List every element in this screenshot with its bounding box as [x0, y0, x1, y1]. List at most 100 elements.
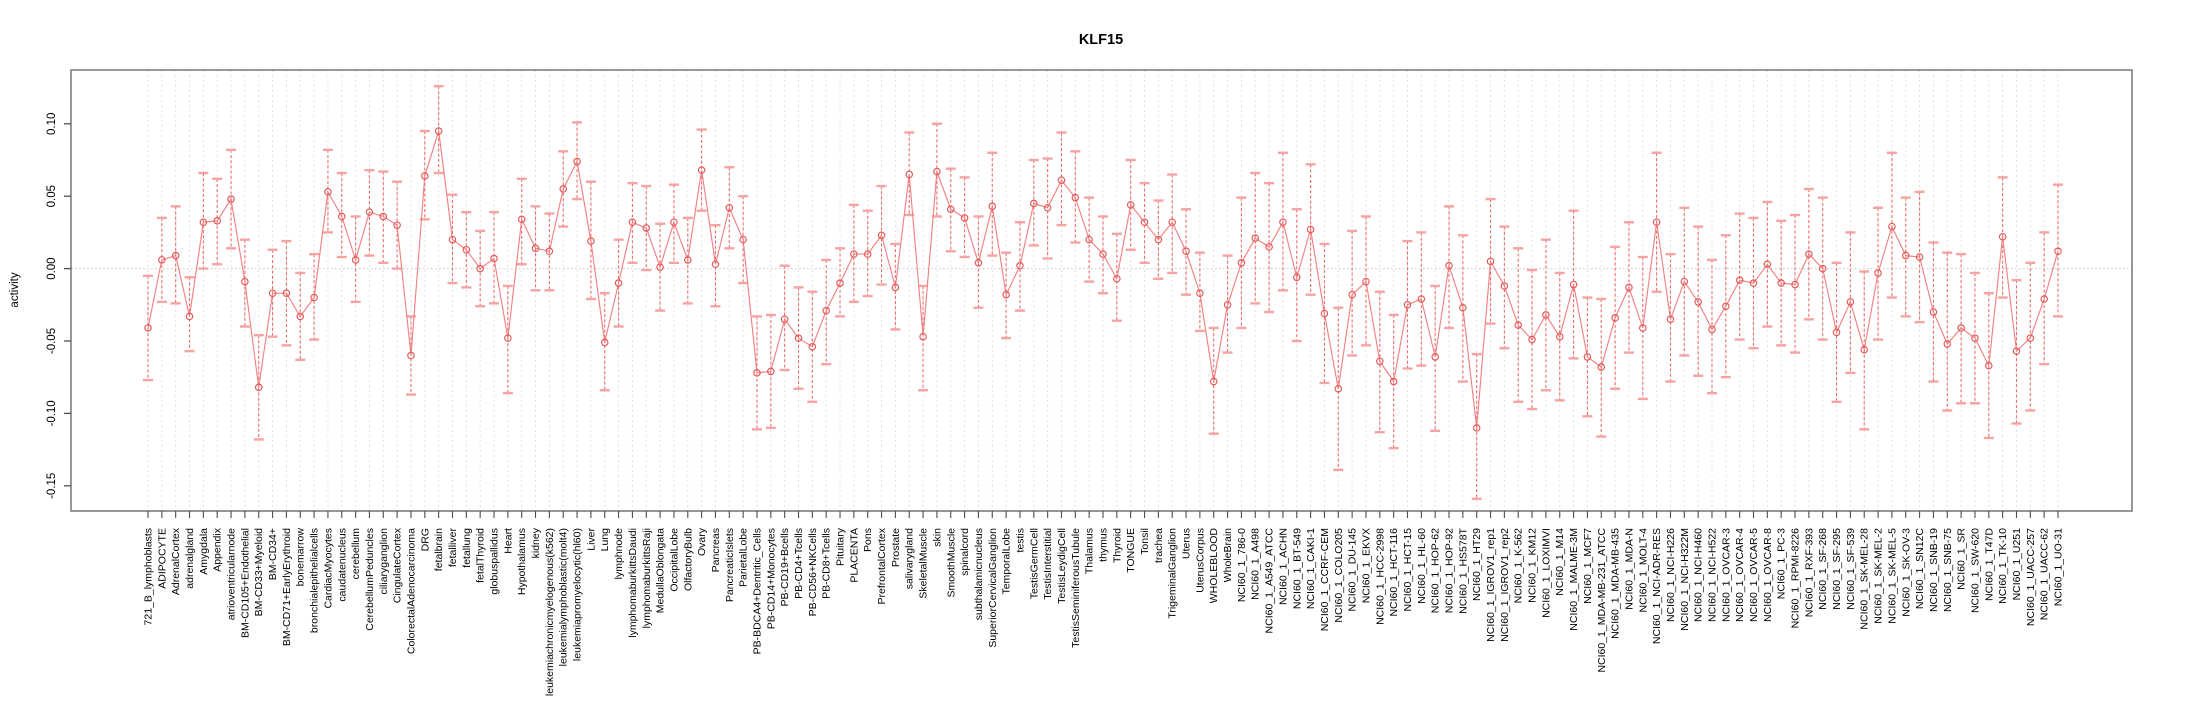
data-point — [822, 306, 830, 315]
data-point — [531, 244, 540, 253]
x-tick-label: leukemialymphoblastic(molt4) — [558, 528, 570, 666]
x-tick-label: NCI60_1_MALME-3M — [1568, 528, 1580, 631]
data-point — [697, 166, 706, 174]
x-tick-label: NCI60_1_PC-3 — [1776, 528, 1788, 599]
x-tick-label: PrefrontalCortex — [876, 527, 888, 604]
x-axis-labels: 721_B_lymphoblasts ADIPOCYTE AdrenalCortex… — [143, 527, 2065, 696]
x-tick-label: 721_B_lymphoblasts — [143, 528, 155, 625]
x-tick-label: bonemarrow — [295, 528, 307, 587]
x-tick-label: subthalamicnucleus — [973, 528, 985, 620]
y-tick-label: -0.10 — [46, 400, 58, 426]
data-point — [296, 312, 305, 321]
data-point — [1542, 311, 1550, 319]
x-tick-label: PB-CD19+Bcells — [779, 528, 791, 607]
data-point — [1611, 314, 1619, 322]
x-tick-label: PB-CD4+Tcells — [793, 528, 805, 599]
data-point — [1209, 377, 1218, 386]
x-tick-label: OlfactoryBulb — [682, 528, 694, 591]
data-point — [365, 208, 374, 216]
data-point — [434, 127, 443, 135]
y-tick-label: -0.15 — [46, 473, 58, 499]
x-tick-label: NCI60_1_OVCAR-8 — [1762, 528, 1774, 622]
data-point — [1985, 361, 1993, 370]
x-tick-label: NCI60_1_SF-295 — [1831, 528, 1843, 610]
data-point — [1666, 315, 1675, 324]
x-tick-label: Amygdala — [198, 528, 210, 575]
data-point — [351, 256, 360, 264]
data-point — [1583, 353, 1592, 361]
data-point — [421, 172, 429, 180]
x-tick-label: BM-CD71+EarlyErythroid — [281, 528, 293, 646]
x-tick-label: TestisGermCell — [1028, 528, 1040, 599]
data-point — [1085, 235, 1093, 244]
x-tick-label: lymphomaburkittsDaudi — [627, 528, 639, 638]
x-tick-label: PancreaticIslets — [724, 528, 736, 602]
y-tick-label: 0.10 — [46, 113, 58, 135]
data-point — [1749, 279, 1758, 287]
data-point — [1708, 325, 1716, 334]
data-point — [1528, 335, 1536, 344]
x-tick-label: NCI60_1_NCI-H522 — [1706, 528, 1718, 622]
y-tick-label: -0.05 — [46, 328, 58, 354]
y-tick-label: 0.05 — [46, 185, 58, 207]
x-tick-label: NCI60_1_IGROV1_rep2 — [1499, 528, 1511, 642]
x-tick-label: BM-CD34+ — [267, 528, 279, 580]
data-point — [670, 218, 678, 227]
x-tick-label: globuspallidus — [489, 528, 501, 595]
x-tick-label: thymus — [1098, 528, 1110, 562]
x-tick-label: fetalliver — [447, 528, 459, 568]
x-tick-label: NCI60_1_ACHN — [1277, 528, 1289, 605]
data-point — [573, 157, 581, 166]
data-point — [1777, 279, 1785, 287]
x-tick-label: CardiacMyocytes — [322, 528, 334, 609]
x-tick-label: PB-CD8+Tcells — [821, 528, 833, 599]
data-point — [144, 324, 152, 332]
data-point — [642, 224, 651, 232]
data-point — [1445, 261, 1453, 270]
x-tick-label: NCI60_1_HCT-116 — [1388, 528, 1400, 617]
data-point — [1417, 295, 1426, 303]
data-point — [1791, 280, 1799, 289]
data-point — [1818, 264, 1827, 273]
x-tick-label: NCI60_1_HCT-15 — [1402, 528, 1414, 612]
data-point — [1002, 290, 1010, 299]
x-tick-label: Appendix — [212, 527, 224, 572]
x-tick-label: WHOLEBLOOD — [1208, 528, 1220, 604]
data-point — [1030, 199, 1038, 208]
x-tick-label: ParietalLobe — [738, 528, 750, 587]
x-tick-label: lymphomaburkittsRaji — [641, 528, 653, 628]
data-point — [268, 289, 277, 297]
x-tick-label: leukemiapromyelocytic(hl60) — [572, 528, 584, 661]
data-point — [1915, 253, 1924, 261]
x-tick-label: NCI60_1_SR — [1956, 528, 1968, 590]
data-point — [282, 289, 291, 297]
x-tick-label: fetalThyroid — [475, 528, 487, 583]
data-point — [254, 383, 263, 392]
data-point — [587, 237, 595, 245]
data-point — [1279, 218, 1287, 227]
data-point — [767, 367, 775, 376]
data-point — [1500, 282, 1509, 290]
x-tick-label: SkeletalMuscle — [918, 528, 930, 599]
data-point — [1182, 247, 1190, 255]
x-tick-label: NCI60_1_SF-539 — [1845, 528, 1857, 610]
x-tick-label: NCI60_1_SNB-75 — [1942, 528, 1954, 612]
x-tick-label: SuperiorCervicalGanglion — [987, 528, 999, 648]
data-point — [1888, 222, 1896, 231]
x-tick-label: NCI60_1_HT29 — [1471, 528, 1483, 601]
x-tick-label: lymphnode — [613, 528, 625, 580]
x-tick-label: BM-CD105+Endothelial — [239, 528, 251, 638]
x-tick-label: fetallung — [461, 528, 473, 568]
data-point — [1901, 251, 1910, 260]
x-tick-label: SmoothMuscle — [945, 528, 957, 598]
x-tick-label: NCI60_1_MOLT-4 — [1637, 528, 1649, 613]
x-tick-label: NCI60_1_A549_ATCC — [1264, 528, 1276, 634]
x-tick-label: NCI60_1_HCC-2998 — [1374, 528, 1386, 625]
data-point — [919, 332, 927, 341]
data-point — [1431, 353, 1439, 361]
data-point — [891, 283, 900, 292]
x-tick-label: Thalamus — [1084, 528, 1096, 574]
data-point — [545, 247, 554, 255]
